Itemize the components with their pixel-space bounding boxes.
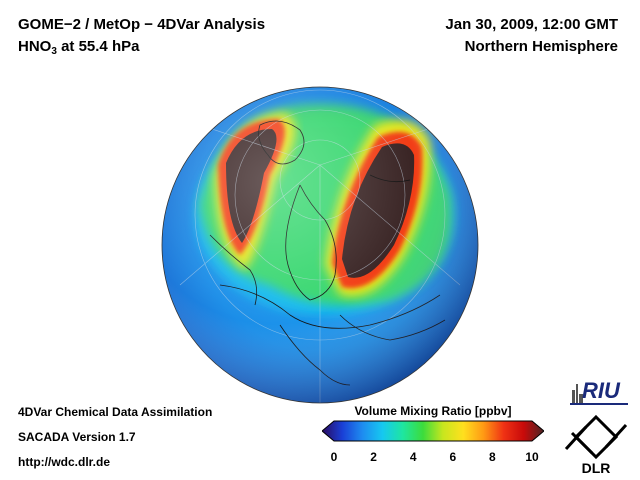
pressure-level: at 55.4 hPa: [56, 38, 140, 55]
globe-shading: [162, 87, 478, 403]
colorbar-title: Volume Mixing Ratio [ppbv]: [354, 404, 512, 418]
species-name: HNO: [18, 38, 52, 55]
colorbar-tick-label: 10: [525, 450, 539, 464]
colorbar-tick-label: 4: [409, 450, 417, 464]
footer-url[interactable]: http://wdc.dlr.de: [18, 455, 110, 469]
colorbar-tick-label: 2: [370, 450, 377, 464]
analysis-title: GOME−2 / MetOp − 4DVar Analysis: [18, 16, 266, 33]
svg-text:DLR: DLR: [582, 460, 611, 475]
dlr-logo: DLR: [564, 414, 628, 475]
region-label: Northern Hemisphere: [464, 38, 618, 55]
footer-system: 4DVar Chemical Data Assimilation: [18, 405, 213, 419]
colorbar-gradient: [322, 420, 544, 442]
hemisphere-globe-map: [161, 86, 479, 404]
colorbar: [322, 420, 544, 442]
riu-logo: RIU: [570, 378, 628, 405]
header-right: Jan 30, 2009, 12:00 GMT Northern Hemisph…: [445, 14, 618, 58]
colorbar-tick-label: 8: [489, 450, 496, 464]
analysis-date: Jan 30, 2009, 12:00 GMT: [445, 16, 618, 33]
footer-version: SACADA Version 1.7: [18, 430, 136, 444]
colorbar-tick-label: 0: [330, 450, 338, 464]
svg-text:RIU: RIU: [582, 378, 621, 403]
colorbar-tick-label: 6: [449, 450, 457, 464]
globe-outline: [161, 86, 479, 404]
species-subscript: 3: [51, 46, 57, 57]
header-left: GOME−2 / MetOp − 4DVar Analysis HNO3 at …: [18, 14, 265, 63]
species-level: HNO3 at 55.4 hPa: [18, 36, 265, 63]
